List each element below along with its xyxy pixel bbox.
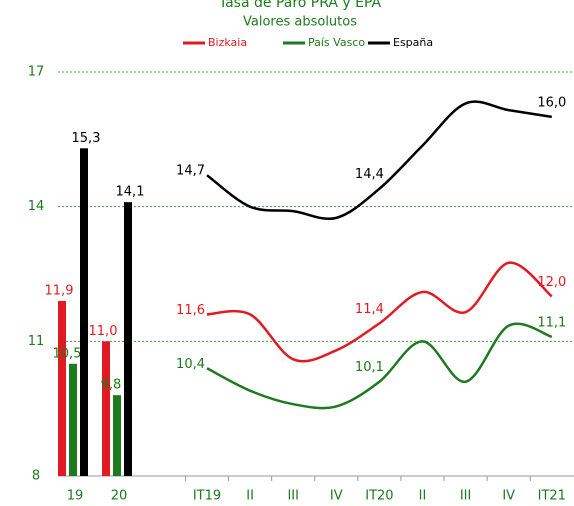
x-tick-label: IT21 xyxy=(538,489,566,504)
line xyxy=(206,261,553,363)
point-label: 14,7 xyxy=(176,164,205,179)
y-tick-label: 8 xyxy=(32,469,40,484)
line xyxy=(206,100,552,221)
x-tick-label: IV xyxy=(502,489,515,504)
bar xyxy=(58,300,66,476)
bar-label: 14,1 xyxy=(116,185,145,200)
point-label: 11,1 xyxy=(537,315,566,330)
point-label: 10,1 xyxy=(355,360,384,375)
point-label: 11,4 xyxy=(355,302,384,317)
y-tick-label: 17 xyxy=(28,65,45,80)
x-tick-label: III xyxy=(460,489,472,504)
bar xyxy=(69,363,77,476)
bar-label: 11,9 xyxy=(45,283,74,298)
line xyxy=(206,322,553,410)
y-tick-label: 11 xyxy=(28,334,45,349)
bar xyxy=(80,148,88,477)
x-tick-label: IT20 xyxy=(365,489,393,504)
point-label: 14,4 xyxy=(355,167,384,182)
x-tick-label: 19 xyxy=(67,489,84,504)
x-tick-label: II xyxy=(419,489,427,504)
legend-label: Bizkaia xyxy=(208,36,247,49)
bar xyxy=(113,395,121,476)
bar xyxy=(124,202,132,476)
legend-label: España xyxy=(393,36,433,49)
point-label: 11,6 xyxy=(176,303,205,318)
x-tick-label: II xyxy=(246,489,254,504)
bar xyxy=(102,341,110,476)
point-label: 16,0 xyxy=(537,95,566,110)
x-tick-label: IV xyxy=(330,489,343,504)
bar-label: 15,3 xyxy=(72,131,101,146)
point-label: 10,4 xyxy=(176,357,205,372)
x-tick-label: 20 xyxy=(111,489,128,504)
legend-label: País Vasco xyxy=(308,36,365,49)
chart-title: Tasa de Paro PRA y EPA xyxy=(218,0,382,11)
bar-label: 9,8 xyxy=(101,378,122,393)
bar-label: 10,5 xyxy=(53,346,82,361)
y-tick-label: 14 xyxy=(28,199,45,214)
point-label: 12,0 xyxy=(537,275,566,290)
chart-subtitle: Valores absolutos xyxy=(243,15,357,30)
bar-label: 11,0 xyxy=(89,324,118,339)
x-tick-label: III xyxy=(287,489,299,504)
x-tick-label: IT19 xyxy=(193,489,221,504)
